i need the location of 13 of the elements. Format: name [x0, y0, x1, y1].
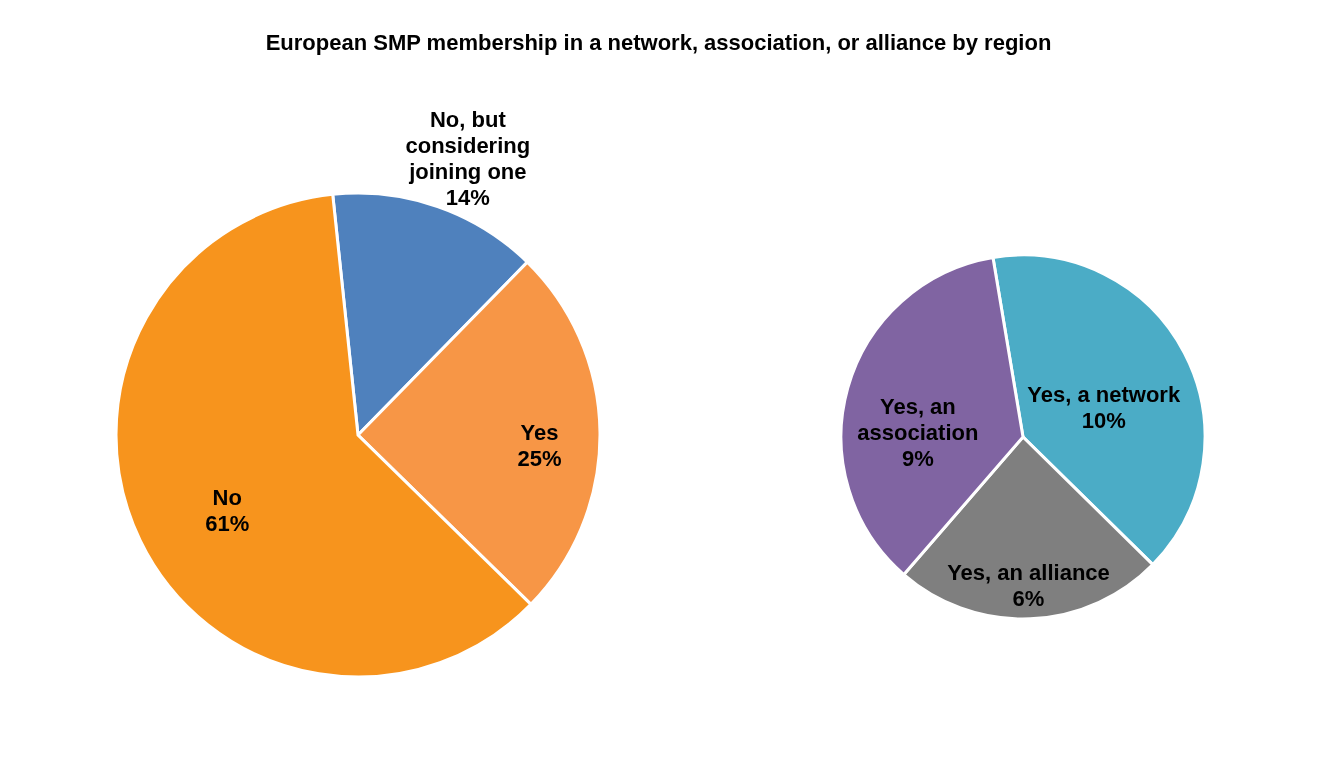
slice-label: Yes, an association [857, 394, 979, 446]
slice-label: Yes, a network [1027, 381, 1181, 407]
slice-label: Yes, an alliance [947, 560, 1110, 586]
data-label: 9% [901, 446, 934, 472]
data-label: 25% [517, 446, 562, 472]
slice-label: No [212, 485, 242, 511]
text: European SMP membership in a network, association, or alliance by region [264, 30, 1053, 56]
data-label: 14% [445, 184, 490, 210]
slice-label: Yes [520, 420, 559, 446]
data-label: 6% [1012, 586, 1045, 612]
slice-label: No, but considering joining one [405, 106, 531, 184]
data-label: 10% [1081, 407, 1126, 433]
data-label: 61% [205, 511, 250, 537]
